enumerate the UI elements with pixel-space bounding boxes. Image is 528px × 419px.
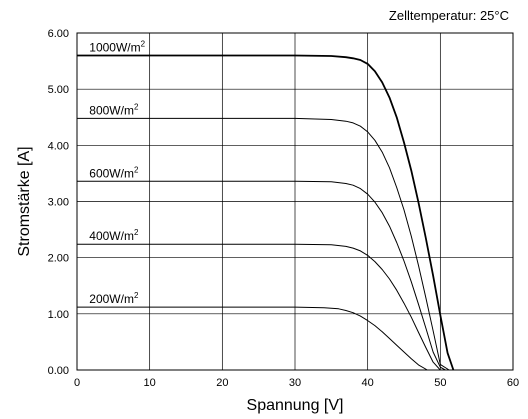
- x-tick-label: 50: [434, 377, 446, 389]
- y-tick-label: 5.00: [48, 84, 69, 96]
- series-curve: [77, 306, 428, 371]
- y-axis-ticks: 0.00 1.00 2.00 3.00 4.00 5.00 6.00: [48, 28, 69, 377]
- x-tick-label: 30: [289, 377, 301, 389]
- series-label: 600W/m2: [89, 165, 139, 180]
- x-tick-label: 10: [144, 377, 156, 389]
- x-axis-title: Spannung [V]: [247, 397, 344, 414]
- series-curve: [77, 54, 455, 371]
- y-tick-label: 3.00: [48, 197, 69, 209]
- series-label-name: 1000W/m: [89, 40, 140, 54]
- y-tick-label: 0.00: [48, 365, 69, 377]
- y-tick-label: 2.00: [48, 253, 69, 265]
- plot-frame: [76, 32, 514, 371]
- series-label-name: 400W/m: [89, 229, 134, 243]
- x-tick-label: 20: [216, 377, 228, 389]
- series-label: 400W/m2: [89, 228, 139, 243]
- series-label-name: 600W/m: [89, 166, 134, 180]
- x-tick-label: 40: [362, 377, 374, 389]
- series-curve: [77, 117, 450, 371]
- grid: [77, 33, 513, 370]
- series-label-superscript: 2: [134, 291, 139, 300]
- series-label: 1000W/m2: [89, 39, 145, 54]
- series-label: 200W/m2: [89, 291, 139, 306]
- cell-temperature-note: Zelltemperatur: 25°C: [389, 8, 509, 23]
- x-tick-label: 0: [74, 377, 80, 389]
- series-label: 800W/m2: [89, 102, 139, 117]
- y-tick-label: 6.00: [48, 28, 69, 40]
- series-label-superscript: 2: [141, 39, 146, 48]
- series-label-superscript: 2: [134, 102, 139, 111]
- series-label-name: 200W/m: [89, 292, 134, 306]
- x-tick-label: 60: [507, 377, 519, 389]
- series-label-superscript: 2: [134, 228, 139, 237]
- y-axis-title: Stromstärke [A]: [16, 146, 33, 256]
- series-curve: [77, 243, 441, 371]
- y-tick-label: 1.00: [48, 309, 69, 321]
- series-curves: [77, 54, 455, 371]
- y-tick-label: 4.00: [48, 140, 69, 152]
- x-axis-ticks: 0 10 20 30 40 50 60: [74, 377, 519, 389]
- series-label-name: 800W/m: [89, 103, 134, 117]
- series-curve: [77, 180, 446, 371]
- series-label-superscript: 2: [134, 165, 139, 174]
